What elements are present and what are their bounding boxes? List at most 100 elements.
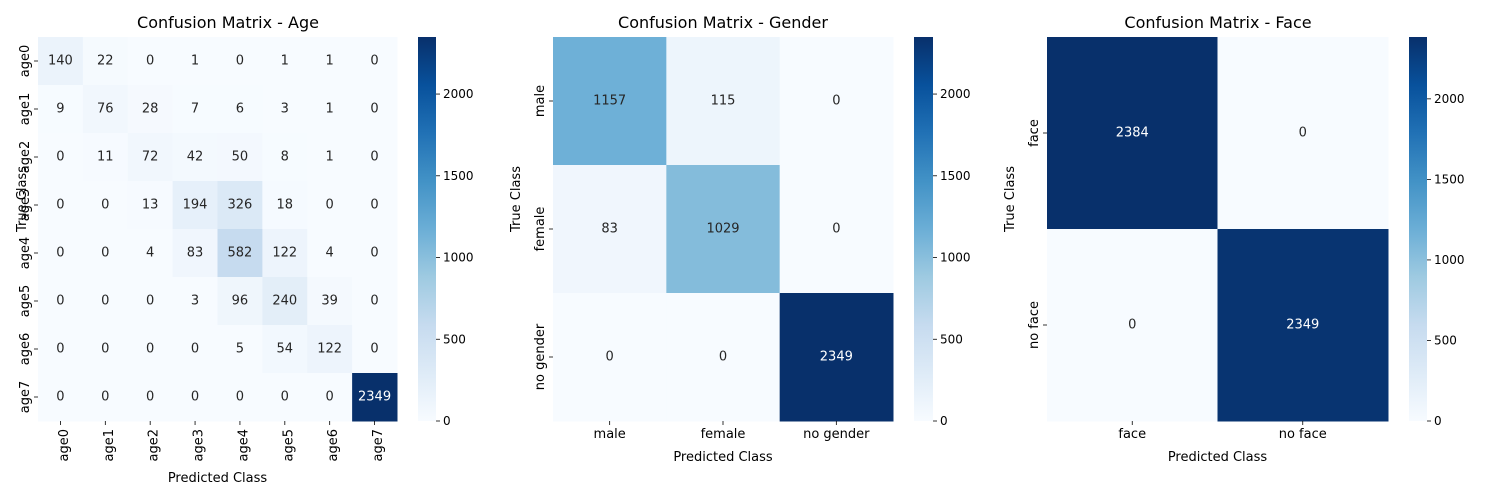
heatmap-cell — [172, 229, 218, 278]
cell-value-label: 0 — [101, 246, 109, 261]
x-tick-label: age6 — [326, 429, 341, 462]
heatmap-cell — [38, 277, 84, 326]
cell-value-label: 0 — [1128, 318, 1136, 333]
heatmap-cell — [82, 277, 129, 326]
heatmap-cell — [127, 37, 174, 86]
cell-value-label: 0 — [101, 198, 109, 213]
cell-value-label: 83 — [187, 246, 204, 261]
y-tick-label: age0 — [18, 45, 33, 78]
heatmap-cell — [82, 229, 129, 278]
colorbar-tick-label: 0 — [443, 414, 451, 428]
cell-value-label: 0 — [370, 198, 378, 213]
cell-value-label: 0 — [370, 294, 378, 309]
heatmap-cell — [217, 181, 263, 230]
heatmap-cell — [38, 37, 84, 86]
x-axis-label: Predicted Class — [168, 471, 268, 486]
heatmap-cell — [82, 373, 129, 422]
cell-value-label: 50 — [232, 150, 249, 165]
heatmap-cell — [307, 373, 353, 422]
cell-value-label: 1 — [191, 54, 199, 69]
x-tick-label: female — [701, 427, 746, 442]
colorbar-tick-label: 0 — [1434, 414, 1442, 428]
heatmap-panel-2: 2384 0 0 2349 Confusion Matrix - Face face no … — [1003, 13, 1465, 465]
cell-value-label: 0 — [832, 222, 840, 237]
heatmap-cell — [82, 325, 129, 374]
heatmap-cell — [262, 133, 308, 182]
colorbar-tick-label: 2000 — [443, 87, 474, 101]
heatmap-cell — [82, 85, 129, 134]
y-tick-label: female — [533, 207, 548, 252]
x-tick-label: face — [1118, 427, 1146, 442]
heatmap-cell — [307, 277, 353, 326]
heatmap-cell — [172, 133, 218, 182]
heatmap-cell — [779, 165, 894, 294]
cell-value-label: 115 — [711, 94, 736, 109]
cell-value-label: 0 — [370, 150, 378, 165]
colorbar-tick-label: 1000 — [1434, 253, 1465, 267]
cell-value-label: 1029 — [706, 222, 739, 237]
heatmap-cell — [38, 85, 84, 134]
heatmap-cell — [217, 325, 263, 374]
x-tick-label: age3 — [192, 429, 207, 462]
heatmap-cell — [779, 293, 894, 422]
cell-value-label: 1 — [281, 54, 289, 69]
x-tick-label: age5 — [281, 429, 296, 462]
cell-value-label: 0 — [236, 390, 244, 405]
heatmap-cell — [172, 277, 218, 326]
cell-value-label: 122 — [317, 342, 342, 357]
x-axis-label: Predicted Class — [673, 450, 773, 465]
x-tick-label: age1 — [102, 429, 117, 462]
y-tick-label: age3 — [18, 189, 33, 222]
cell-value-label: 28 — [142, 102, 159, 117]
heatmap-cell — [38, 133, 84, 182]
y-tick-label: age7 — [18, 381, 33, 414]
y-tick-label: age1 — [18, 93, 33, 126]
heatmap-cell — [307, 85, 353, 134]
heatmap-cell — [352, 277, 398, 326]
heatmap-cell — [172, 37, 218, 86]
heatmap-cell — [666, 165, 781, 294]
heatmap-panel-0: 140 22 0 1 0 1 1 09 76 28 7 6 3 1 00 11 72 42 50 8 1 00 0 13 194… — [15, 13, 474, 486]
heatmap-cell — [38, 325, 84, 374]
cell-value-label: 6 — [236, 102, 244, 117]
cell-value-label: 0 — [191, 390, 199, 405]
heatmap-cell — [262, 229, 308, 278]
cell-value-label: 2384 — [1116, 126, 1149, 141]
heatmap-cell — [127, 181, 174, 230]
heatmap-cell — [1047, 37, 1218, 230]
colorbar-tick-label: 1000 — [443, 251, 474, 265]
cell-value-label: 0 — [719, 350, 727, 365]
cell-value-label: 0 — [146, 342, 154, 357]
heatmap-cell — [127, 85, 174, 134]
cell-value-label: 4 — [146, 246, 154, 261]
colorbar-tick-label: 0 — [940, 414, 948, 428]
cell-value-label: 39 — [321, 294, 338, 309]
x-tick-label: age2 — [147, 429, 162, 462]
heatmap-cell — [666, 37, 781, 166]
x-tick-label: age7 — [371, 429, 386, 462]
cell-value-label: 22 — [97, 54, 114, 69]
heatmap-cell — [262, 373, 308, 422]
cell-value-label: 2349 — [358, 390, 391, 405]
cell-value-label: 3 — [281, 102, 289, 117]
cell-value-label: 7 — [191, 102, 199, 117]
cell-value-label: 0 — [146, 390, 154, 405]
cell-value-label: 0 — [370, 342, 378, 357]
colorbar-tick-label: 1500 — [940, 169, 971, 183]
cell-value-label: 0 — [56, 150, 64, 165]
cell-value-label: 122 — [272, 246, 297, 261]
heatmap-cell — [352, 85, 398, 134]
colorbar-tick-label: 2000 — [1434, 92, 1465, 106]
heatmap-cell — [172, 373, 218, 422]
heatmap-cell — [217, 85, 263, 134]
y-tick-label: age4 — [18, 237, 33, 270]
cell-value-label: 0 — [146, 54, 154, 69]
y-tick-label: no face — [1027, 301, 1042, 349]
cell-value-label: 0 — [191, 342, 199, 357]
heatmap-cell — [262, 181, 308, 230]
heatmap-cell — [307, 325, 353, 374]
colorbar-tick-label: 500 — [443, 332, 466, 346]
colorbar — [914, 37, 933, 421]
cell-value-label: 4 — [326, 246, 334, 261]
heatmap-cell — [38, 181, 84, 230]
